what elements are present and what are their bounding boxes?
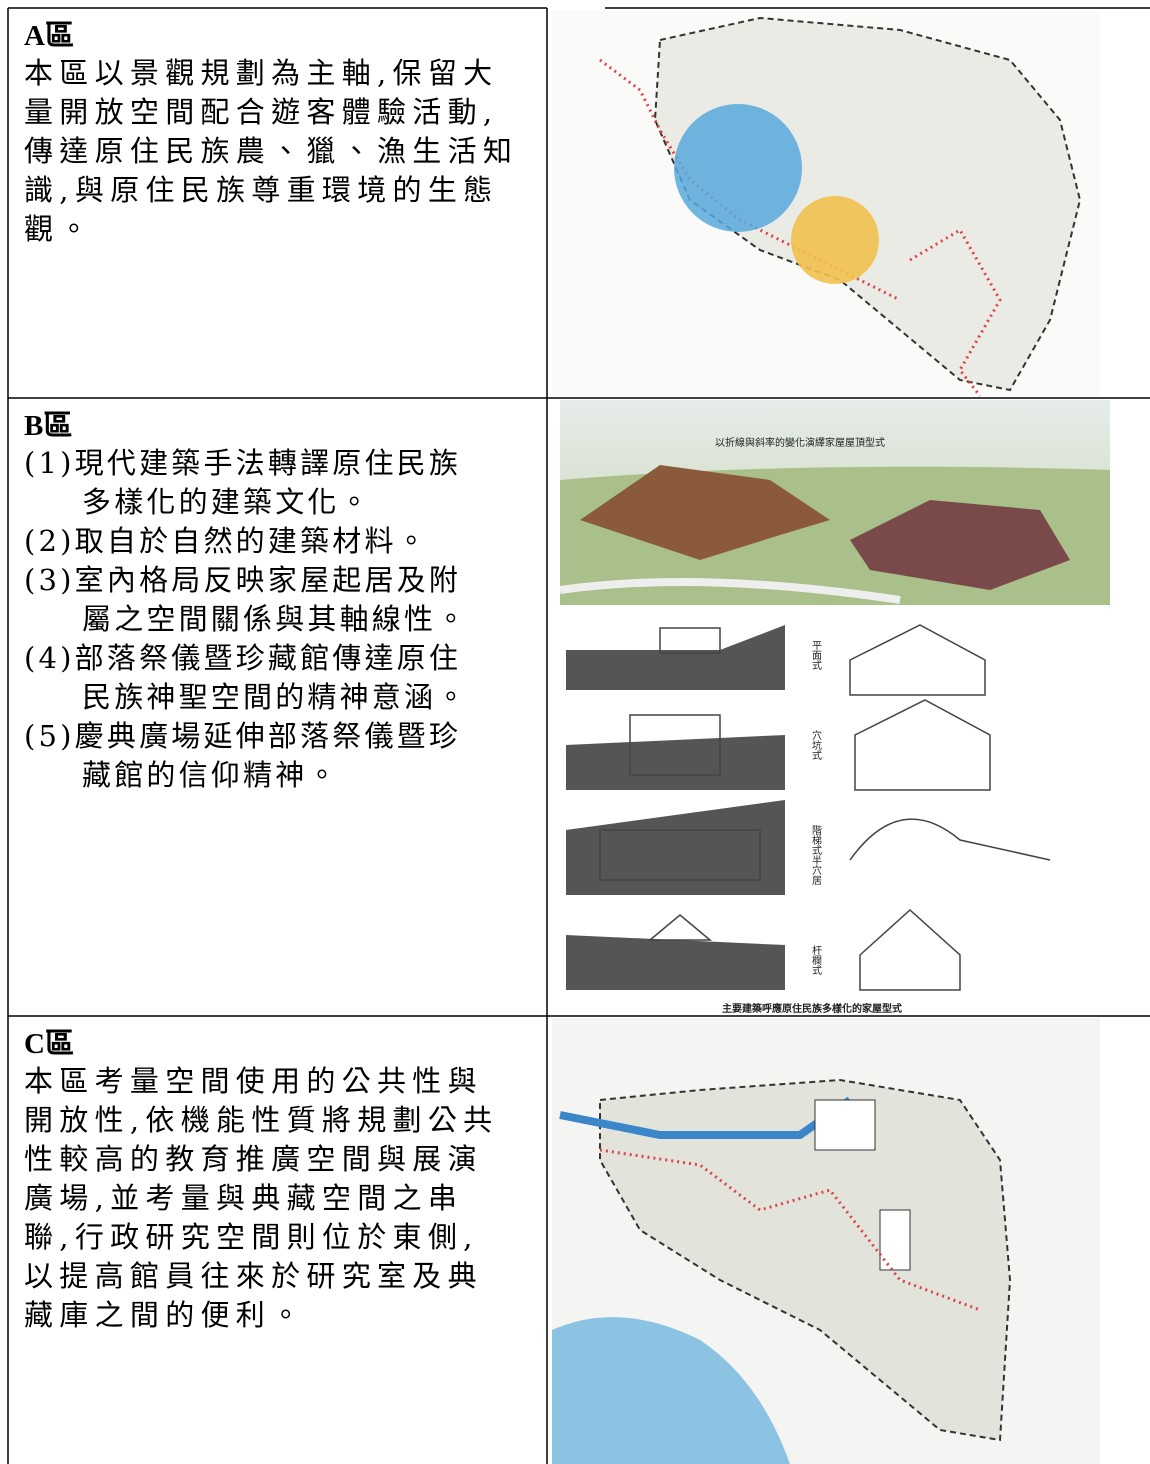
text-line: 觀。 bbox=[24, 212, 95, 246]
text-line: 本區考量空間使用的公共性與 bbox=[24, 1064, 483, 1098]
text-line: 識,與原住民族尊重環境的生態 bbox=[24, 173, 499, 207]
image-b-sections bbox=[560, 605, 1110, 1015]
text-line: 藏館的信仰精神。 bbox=[82, 758, 340, 792]
text-line: (5)慶典廣場延伸部落祭儀暨珍 bbox=[24, 719, 462, 753]
text-line: 藏庫之間的便利。 bbox=[24, 1298, 307, 1332]
text-line: (1)現代建築手法轉譯原住民族 bbox=[24, 446, 462, 480]
image-c bbox=[552, 1018, 1100, 1464]
text-line: 屬之空間關係與其軸線性。 bbox=[82, 602, 469, 636]
text-line: 廣場,並考量與典藏空間之串 bbox=[24, 1181, 464, 1215]
section-body: 本區考量空間使用的公共性與 開放性,依機能性質將規劃公共 性較高的教育推廣空間與展演… bbox=[24, 1062, 498, 1335]
section-c: C區 本區考量空間使用的公共性與 開放性,依機能性質將規劃公共 性較高的教育推廣空間… bbox=[8, 1016, 547, 1464]
section-b: B區 (1)現代建築手法轉譯原住民族多樣化的建築文化。 (2)取自於自然的建築材料… bbox=[8, 398, 547, 1016]
caption-bottom: 主要建築呼應原住民族多樣化的家屋型式 bbox=[722, 1002, 902, 1015]
text-line: 本區以景觀規劃為主軸,保留大 bbox=[24, 56, 499, 90]
house-type-label: 階梯式半穴居 bbox=[810, 825, 822, 886]
house-type-label: 平面式 bbox=[810, 640, 822, 670]
table-lines bbox=[7, 7, 1150, 1464]
text-line: 民族神聖空間的精神意涵。 bbox=[82, 680, 469, 714]
image-a bbox=[552, 10, 1100, 397]
text-line: 性較高的教育推廣空間與展演 bbox=[24, 1142, 483, 1176]
section-title: B區 bbox=[24, 410, 73, 442]
section-title: A區 bbox=[24, 20, 74, 52]
text-line: (2)取自於自然的建築材料。 bbox=[24, 524, 429, 558]
section-a: A區 本區以景觀規劃為主軸,保留大 量開放空間配合遊客體驗活動, 傳達原住民族農、獵… bbox=[8, 8, 547, 398]
house-type-label: 杆欄式 bbox=[810, 945, 822, 975]
section-body: 本區以景觀規劃為主軸,保留大 量開放空間配合遊客體驗活動, 傳達原住民族農、獵、漁生… bbox=[24, 54, 518, 249]
text-line: 傳達原住民族農、獵、漁生活知 bbox=[24, 134, 519, 168]
text-line: (3)室內格局反映家屋起居及附 bbox=[24, 563, 462, 597]
text-line: (4)部落祭儀暨珍藏館傳達原住 bbox=[24, 641, 462, 675]
section-body: (1)現代建築手法轉譯原住民族多樣化的建築文化。 (2)取自於自然的建築材料。 (3… bbox=[24, 444, 468, 795]
house-type-label: 穴坑式 bbox=[810, 729, 822, 760]
image-labels: 以折線與斜率的變化演繹家屋屋頂型式 主要建築呼應原住民族多樣化的家屋型式 平面式… bbox=[715, 436, 902, 1015]
text-line: 以提高館員往來於研究室及典 bbox=[24, 1259, 483, 1293]
text-line: 量開放空間配合遊客體驗活動, bbox=[24, 95, 499, 129]
text-line: 開放性,依機能性質將規劃公共 bbox=[24, 1103, 499, 1137]
section-title: C區 bbox=[24, 1028, 74, 1060]
caption-top: 以折線與斜率的變化演繹家屋屋頂型式 bbox=[715, 436, 885, 449]
image-b-render bbox=[559, 400, 1110, 605]
text-line: 聯,行政研究空間則位於東側, bbox=[24, 1220, 479, 1254]
text-line: 多樣化的建築文化。 bbox=[82, 485, 372, 519]
